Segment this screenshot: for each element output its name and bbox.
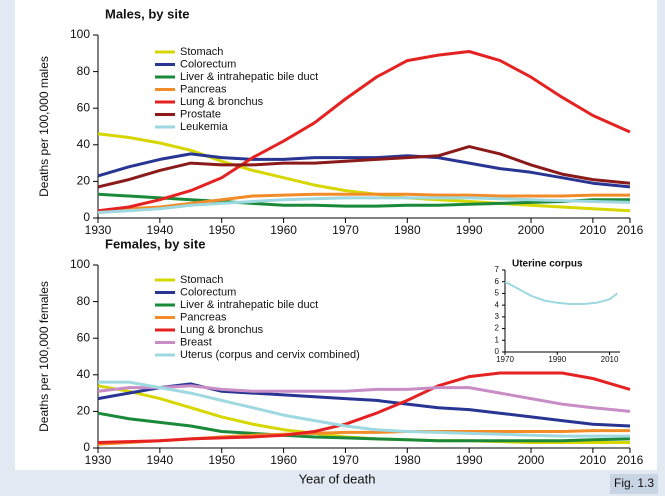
legend-label: Lung & bronchus: [180, 324, 264, 336]
legend-label: Pancreas: [180, 311, 227, 323]
series-line: [97, 384, 631, 413]
x-tick-label: 1960: [270, 453, 297, 467]
x-tick-label: 1980: [394, 223, 421, 237]
y-tick-label: 100: [70, 257, 90, 271]
x-tick-label: 1990: [548, 355, 566, 364]
series-line: [97, 382, 631, 428]
chart-title: Females, by site: [105, 236, 205, 251]
x-tick-label: 2000: [518, 223, 545, 237]
x-tick-label: 2016: [617, 223, 644, 237]
x-tick-label: 1940: [147, 223, 174, 237]
series-line: [97, 411, 631, 443]
inset-background: [483, 256, 630, 366]
legend-label: Colorectum: [180, 286, 236, 298]
legend-label: Prostate: [180, 108, 221, 120]
y-tick-label: 60: [77, 100, 91, 114]
x-tick-label: 1930: [85, 453, 112, 467]
series-line: [98, 380, 630, 438]
y-tick-label: 0: [495, 347, 500, 356]
y-tick-label: 20: [77, 404, 91, 418]
legend-label: Leukemia: [180, 121, 229, 133]
x-tick-label: 1970: [496, 355, 514, 364]
x-axis-label: Year of death: [299, 471, 376, 486]
y-tick-label: 5: [495, 289, 500, 298]
y-tick-label: 0: [83, 210, 90, 224]
x-tick-label: 1930: [85, 223, 112, 237]
series-line: [97, 152, 631, 189]
x-tick-label: 1950: [208, 223, 235, 237]
x-tick-label: 2010: [580, 223, 607, 237]
y-axis-label: Deaths per 100,000 females: [37, 281, 51, 432]
y-tick-label: 20: [77, 174, 91, 188]
legend-label: Stomach: [180, 46, 223, 58]
series-line: [97, 371, 631, 444]
series-line: [97, 145, 631, 189]
x-tick-label: 1950: [208, 453, 235, 467]
y-tick-label: 80: [77, 294, 91, 308]
y-tick-label: 2: [495, 324, 500, 333]
series-line: [97, 50, 631, 213]
chart-title: Uterine corpus: [512, 259, 583, 270]
x-tick-label: 2016: [617, 453, 644, 467]
y-tick-label: 7: [495, 265, 500, 274]
legend-label: Colorectum: [180, 58, 236, 70]
y-tick-label: 1: [495, 335, 500, 344]
legend-label: Lung & bronchus: [180, 96, 264, 108]
series-line: [97, 192, 630, 214]
x-tick-label: 1940: [147, 453, 174, 467]
y-tick-label: 3: [495, 312, 500, 321]
y-tick-label: 80: [77, 64, 91, 78]
series-line: [504, 280, 618, 305]
series-line: [97, 132, 631, 213]
x-tick-label: 2010: [601, 355, 619, 364]
series-line: [97, 192, 630, 208]
legend-label: Breast: [180, 336, 212, 348]
x-tick-label: 1980: [394, 453, 421, 467]
x-tick-label: 1990: [456, 453, 483, 467]
y-tick-label: 4: [495, 300, 500, 309]
figure-label: Fig. 1.3: [614, 476, 654, 490]
legend-label: Stomach: [180, 274, 223, 286]
legend-label: Uterus (corpus and cervix combined): [180, 349, 360, 361]
legend-label: Liver & intrahepatic bile duct: [180, 71, 318, 83]
x-tick-label: 2010: [580, 453, 607, 467]
x-tick-label: 1960: [270, 223, 297, 237]
x-tick-label: 2000: [518, 453, 545, 467]
chart-title: Males, by site: [105, 6, 190, 21]
x-tick-label: 1990: [456, 223, 483, 237]
x-tick-label: 1970: [332, 453, 359, 467]
y-tick-label: 60: [77, 330, 91, 344]
series-line: [97, 196, 631, 214]
y-tick-label: 40: [77, 137, 91, 151]
figure-label-box: [610, 474, 658, 494]
y-axis-label: Deaths per 100,000 males: [37, 56, 51, 197]
y-tick-label: 100: [70, 27, 90, 41]
y-tick-label: 40: [77, 367, 91, 381]
legend-label: Pancreas: [180, 83, 227, 95]
x-tick-label: 1970: [332, 223, 359, 237]
y-tick-label: 0: [83, 440, 90, 454]
legend-label: Liver & intrahepatic bile duct: [180, 299, 318, 311]
y-tick-label: 6: [495, 277, 500, 286]
